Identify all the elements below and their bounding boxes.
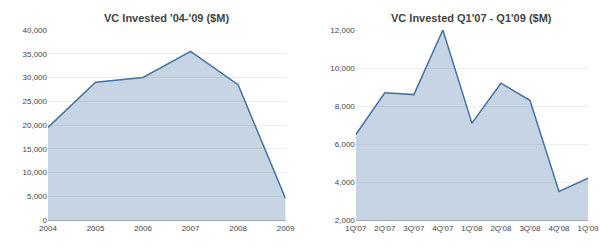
svg-text:20,000: 20,000 <box>23 121 48 130</box>
svg-text:VC Invested Q1'07 - Q1'09 ($M): VC Invested Q1'07 - Q1'09 ($M) <box>391 12 552 24</box>
svg-text:2Q'07: 2Q'07 <box>374 224 396 233</box>
svg-text:2005: 2005 <box>87 224 105 233</box>
svg-text:4Q'08: 4Q'08 <box>548 224 570 233</box>
svg-text:30,000: 30,000 <box>23 73 48 82</box>
svg-text:15,000: 15,000 <box>23 145 48 154</box>
svg-text:0: 0 <box>43 216 48 225</box>
svg-text:35,000: 35,000 <box>23 50 48 59</box>
svg-text:4,000: 4,000 <box>335 178 356 187</box>
svg-text:3Q'08: 3Q'08 <box>519 224 541 233</box>
svg-text:2006: 2006 <box>134 224 152 233</box>
svg-text:1Q'09: 1Q'09 <box>577 224 599 233</box>
svg-text:1Q'07: 1Q'07 <box>345 224 367 233</box>
svg-text:40,000: 40,000 <box>23 26 48 35</box>
svg-text:3Q'07: 3Q'07 <box>403 224 425 233</box>
svg-text:2Q'08: 2Q'08 <box>490 224 512 233</box>
svg-text:2004: 2004 <box>39 224 57 233</box>
svg-text:8,000: 8,000 <box>335 102 356 111</box>
svg-text:1Q'08: 1Q'08 <box>461 224 483 233</box>
svg-text:12,000: 12,000 <box>330 26 355 35</box>
svg-text:10,000: 10,000 <box>23 168 48 177</box>
svg-text:6,000: 6,000 <box>335 140 356 149</box>
svg-text:VC Invested '04-'09 ($M): VC Invested '04-'09 ($M) <box>104 12 229 24</box>
svg-text:2008: 2008 <box>229 224 247 233</box>
svg-text:4Q'07: 4Q'07 <box>432 224 454 233</box>
svg-text:5,000: 5,000 <box>27 192 48 201</box>
svg-text:2007: 2007 <box>182 224 200 233</box>
svg-text:10,000: 10,000 <box>330 64 355 73</box>
svg-text:2009: 2009 <box>277 224 295 233</box>
svg-text:2,000: 2,000 <box>335 216 356 225</box>
svg-text:25,000: 25,000 <box>23 97 48 106</box>
